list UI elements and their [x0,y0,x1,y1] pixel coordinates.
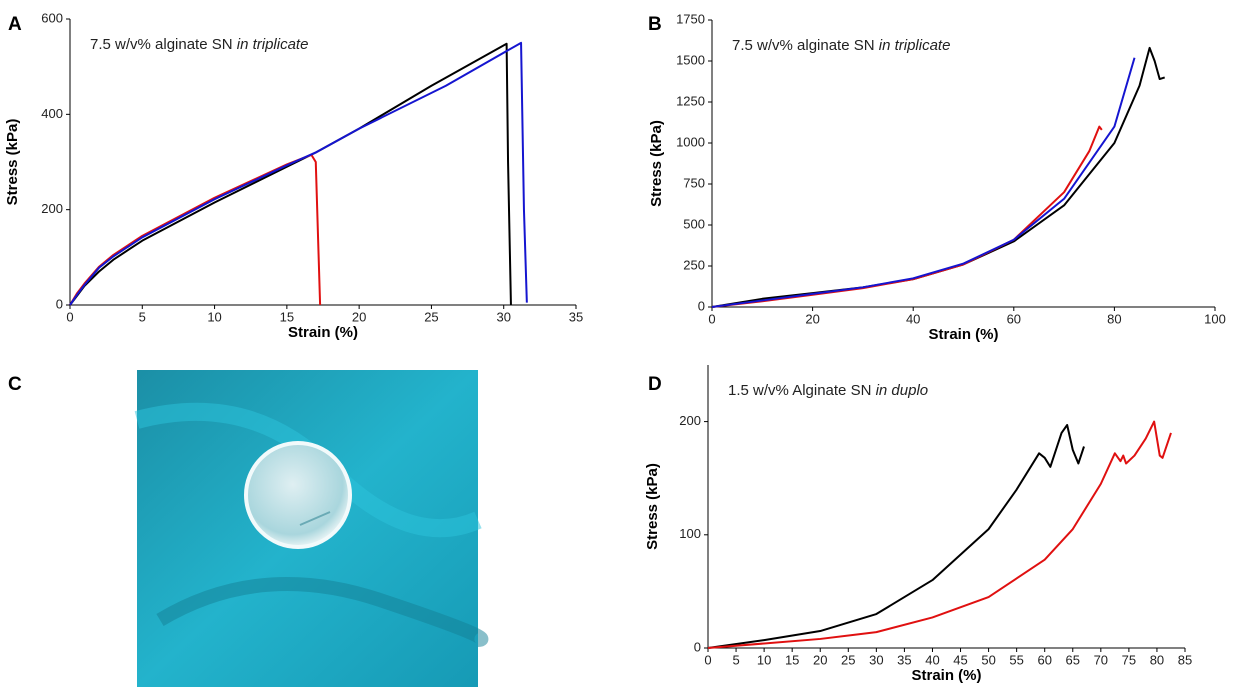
y-axis-title: Stress (kPa) [644,463,661,550]
annotation-italic: in duplo [876,382,929,399]
x-tick-label: 10 [207,309,221,324]
sample-disc [244,441,352,549]
annotation: 1.5 w/v% Alginate SN in duplo [728,382,928,399]
x-tick-label: 25 [424,309,438,324]
x-tick-label: 20 [813,652,827,667]
x-tick-label: 5 [732,652,739,667]
x-tick-label: 35 [897,652,911,667]
y-tick-label: 500 [683,216,705,231]
x-tick-label: 80 [1150,652,1164,667]
y-tick-label: 0 [694,639,701,654]
annotation-text: 1.5 w/v% Alginate SN [728,382,871,399]
annotation-text: 7.5 w/v% alginate SN [90,36,233,53]
x-tick-label: 15 [785,652,799,667]
data-line [711,57,1136,308]
x-tick-label: 55 [1009,652,1023,667]
y-tick-label: 200 [41,201,63,216]
y-tick-label: 1750 [676,11,705,26]
annotation-italic: in triplicate [237,36,309,53]
y-tick-label: 100 [679,526,701,541]
y-tick-label: 0 [698,298,705,313]
x-tick-label: 35 [569,309,583,324]
y-tick-label: 0 [56,296,63,311]
crack [299,511,331,526]
data-line [711,46,1166,308]
x-tick-label: 80 [1107,311,1121,326]
x-tick-label: 0 [704,652,711,667]
data-line [69,41,528,306]
x-axis-title: Strain (%) [928,326,998,343]
x-tick-label: 40 [925,652,939,667]
x-tick-label: 50 [981,652,995,667]
x-tick-label: 70 [1094,652,1108,667]
x-tick-label: 45 [953,652,967,667]
x-tick-label: 75 [1122,652,1136,667]
x-tick-label: 60 [1037,652,1051,667]
y-tick-label: 200 [679,413,701,428]
data-line [707,424,1085,649]
y-tick-label: 750 [683,175,705,190]
x-tick-label: 30 [869,652,883,667]
annotation: 7.5 w/v% alginate SN in triplicate [732,37,950,54]
x-tick-label: 30 [496,309,510,324]
y-tick-label: 400 [41,106,63,121]
x-tick-label: 20 [352,309,366,324]
x-tick-label: 65 [1066,652,1080,667]
fold [156,577,489,647]
x-tick-label: 0 [66,309,73,324]
x-tick-label: 25 [841,652,855,667]
y-tick-label: 600 [41,10,63,25]
annotation: 7.5 w/v% alginate SN in triplicate [90,36,308,53]
data-line [69,153,322,306]
annotation-italic: in triplicate [879,37,951,54]
y-axis-title: Stress (kPa) [4,119,21,206]
x-axis-title: Strain (%) [911,667,981,684]
y-tick-label: 1500 [676,52,705,67]
x-tick-label: 5 [139,309,146,324]
y-tick-label: 1000 [676,134,705,149]
panel-label: B [648,14,662,35]
panel-label: A [8,14,22,35]
x-tick-label: 85 [1178,652,1192,667]
x-axis-title: Strain (%) [288,324,358,341]
data-line [69,42,512,306]
x-tick-label: 60 [1007,311,1021,326]
data-line [707,420,1172,649]
x-tick-label: 100 [1204,311,1226,326]
x-tick-label: 10 [757,652,771,667]
y-tick-label: 1250 [676,93,705,108]
x-tick-label: 40 [906,311,920,326]
y-tick-label: 250 [683,257,705,272]
annotation-text: 7.5 w/v% alginate SN [732,37,875,54]
photo [134,370,489,687]
panel-label: C [8,374,22,395]
x-tick-label: 20 [805,311,819,326]
panel-label: D [648,374,662,395]
x-tick-label: 0 [708,311,715,326]
y-axis-title: Stress (kPa) [648,120,665,207]
x-tick-label: 15 [280,309,294,324]
